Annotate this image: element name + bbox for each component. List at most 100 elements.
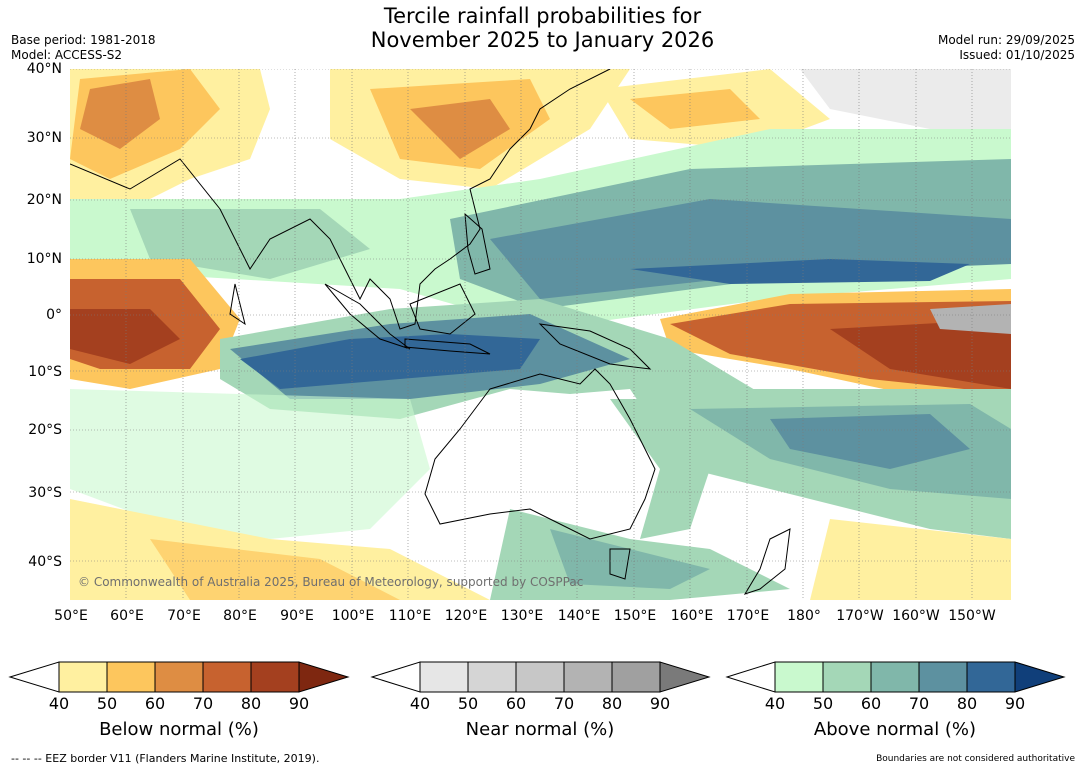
- colorbar-title-above: Above normal (%): [813, 719, 977, 740]
- lat-tick: 20°N: [26, 192, 62, 208]
- borneo-coastline: [409, 283, 476, 335]
- colorbar-min-triangle: [725, 661, 776, 693]
- colorbar-tick: 90: [649, 694, 671, 713]
- colorbar-swatch: [106, 661, 156, 693]
- lon-tick: 150°W: [948, 608, 996, 624]
- colorbar-swatch: [250, 661, 300, 693]
- colorbar-swatch: [515, 661, 565, 693]
- copyright-notice: © Commonwealth of Australia 2025, Bureau…: [78, 575, 584, 589]
- below-normal-region: [80, 79, 160, 149]
- lon-tick: 160°E: [670, 608, 714, 624]
- colorbar-tick: 50: [812, 694, 834, 713]
- above-normal-region: [240, 334, 540, 389]
- model-name: Model: ACCESS-S2: [11, 48, 123, 62]
- colorbar-tick: 40: [409, 694, 431, 713]
- title-line-1: Tercile rainfall probabilities for: [383, 4, 702, 28]
- lon-tick: 130°E: [500, 608, 544, 624]
- lon-tick: 150°E: [613, 608, 657, 624]
- philippines-coastline: [464, 212, 491, 275]
- lon-tick: 170°W: [836, 608, 884, 624]
- lat-tick: 30°N: [26, 130, 62, 146]
- tasmania-coastline: [609, 548, 631, 580]
- base-period: Base period: 1981-2018: [11, 33, 156, 47]
- colorbar-swatch: [611, 661, 661, 693]
- lat-tick: 30°S: [28, 485, 62, 501]
- below-normal-region: [810, 519, 1011, 600]
- colorbar-tick: 90: [1004, 694, 1026, 713]
- colorbar-title-below: Below normal (%): [99, 719, 259, 740]
- lon-tick: 80°E: [223, 608, 257, 624]
- colorbar-min-triangle: [370, 661, 421, 693]
- colorbar-tick: 70: [908, 694, 930, 713]
- lat-tick: 10°N: [26, 251, 62, 267]
- colorbar-tick: 40: [48, 694, 70, 713]
- below-normal-region: [150, 539, 400, 600]
- colorbar-swatch: [774, 661, 824, 693]
- above-normal-region: [770, 414, 970, 469]
- colorbar-swatch: [870, 661, 920, 693]
- colorbar-tick: 90: [288, 694, 310, 713]
- issued-date: Issued: 01/10/2025: [959, 48, 1075, 62]
- lat-tick: 40°S: [28, 554, 62, 570]
- coastlines: [70, 69, 791, 595]
- lon-tick: 90°E: [280, 608, 314, 624]
- colorbar-near: [370, 661, 711, 693]
- new-guinea-coastline: [538, 323, 652, 370]
- sri-lanka-coastline: [229, 283, 246, 326]
- australia-coastline: [424, 368, 656, 540]
- colorbar-min-triangle: [8, 661, 60, 693]
- colorbar-swatch: [467, 661, 517, 693]
- colorbar-swatch: [966, 661, 1016, 693]
- eez-border-note: -- -- -- EEZ border V11 (Flanders Marine…: [11, 752, 320, 765]
- colorbar-max-triangle: [298, 661, 350, 693]
- gridlines: [70, 69, 1011, 600]
- model-run: Model run: 29/09/2025: [937, 33, 1075, 47]
- near-normal-region: [800, 69, 1011, 139]
- colorbar-max-triangle: [659, 661, 711, 693]
- above-normal-region: [610, 399, 710, 539]
- colorbar-max-triangle: [1014, 661, 1066, 693]
- colorbar-swatch: [563, 661, 613, 693]
- asia-coastline: [70, 69, 611, 330]
- colorbar-swatch: [419, 661, 469, 693]
- new-zealand-coastline: [743, 528, 791, 595]
- below-normal-region: [70, 309, 180, 364]
- colorbar-swatch: [202, 661, 252, 693]
- below-normal-region: [830, 319, 1011, 389]
- title-line-2: November 2025 to January 2026: [370, 28, 715, 52]
- lon-tick: 160°W: [892, 608, 940, 624]
- lat-tick: 20°S: [28, 422, 62, 438]
- near-normal-region: [930, 304, 1011, 334]
- colorbar-tick: 50: [96, 694, 118, 713]
- colorbar-tick: 60: [505, 694, 527, 713]
- lon-tick: 100°E: [331, 608, 375, 624]
- below-normal-region: [410, 99, 510, 159]
- map-title: Tercile rainfall probabilities for Novem…: [0, 4, 1085, 52]
- lat-tick: 10°S: [28, 364, 62, 380]
- meta-right: Model run: 29/09/2025 Issued: 01/10/2025: [938, 33, 1075, 63]
- lat-tick: 0°: [46, 307, 62, 323]
- colorbar-tick: 60: [860, 694, 882, 713]
- colorbar-tick: 70: [553, 694, 575, 713]
- above-normal-region: [550, 529, 710, 589]
- above-normal-region: [630, 259, 970, 284]
- lat-tick: 40°N: [26, 61, 62, 77]
- colorbar-tick: 60: [144, 694, 166, 713]
- colorbar-tick: 80: [601, 694, 623, 713]
- lon-tick: 70°E: [167, 608, 201, 624]
- lon-tick: 50°E: [54, 608, 88, 624]
- below-normal-region: [630, 89, 760, 129]
- lon-tick: 60°E: [110, 608, 144, 624]
- colorbar-above: [725, 661, 1066, 693]
- lon-tick: 110°E: [388, 608, 432, 624]
- colorbar-swatch: [154, 661, 204, 693]
- colorbar-title-near: Near normal (%): [465, 719, 615, 740]
- rainfall-map: [70, 69, 1011, 600]
- colorbar-below: [8, 661, 350, 693]
- colorbar-tick: 70: [192, 694, 214, 713]
- map-area: [70, 69, 1011, 600]
- colorbar-swatch: [918, 661, 968, 693]
- meta-left: Base period: 1981-2018 Model: ACCESS-S2: [11, 33, 156, 63]
- colorbar-tick: 80: [956, 694, 978, 713]
- colorbar-swatch: [58, 661, 108, 693]
